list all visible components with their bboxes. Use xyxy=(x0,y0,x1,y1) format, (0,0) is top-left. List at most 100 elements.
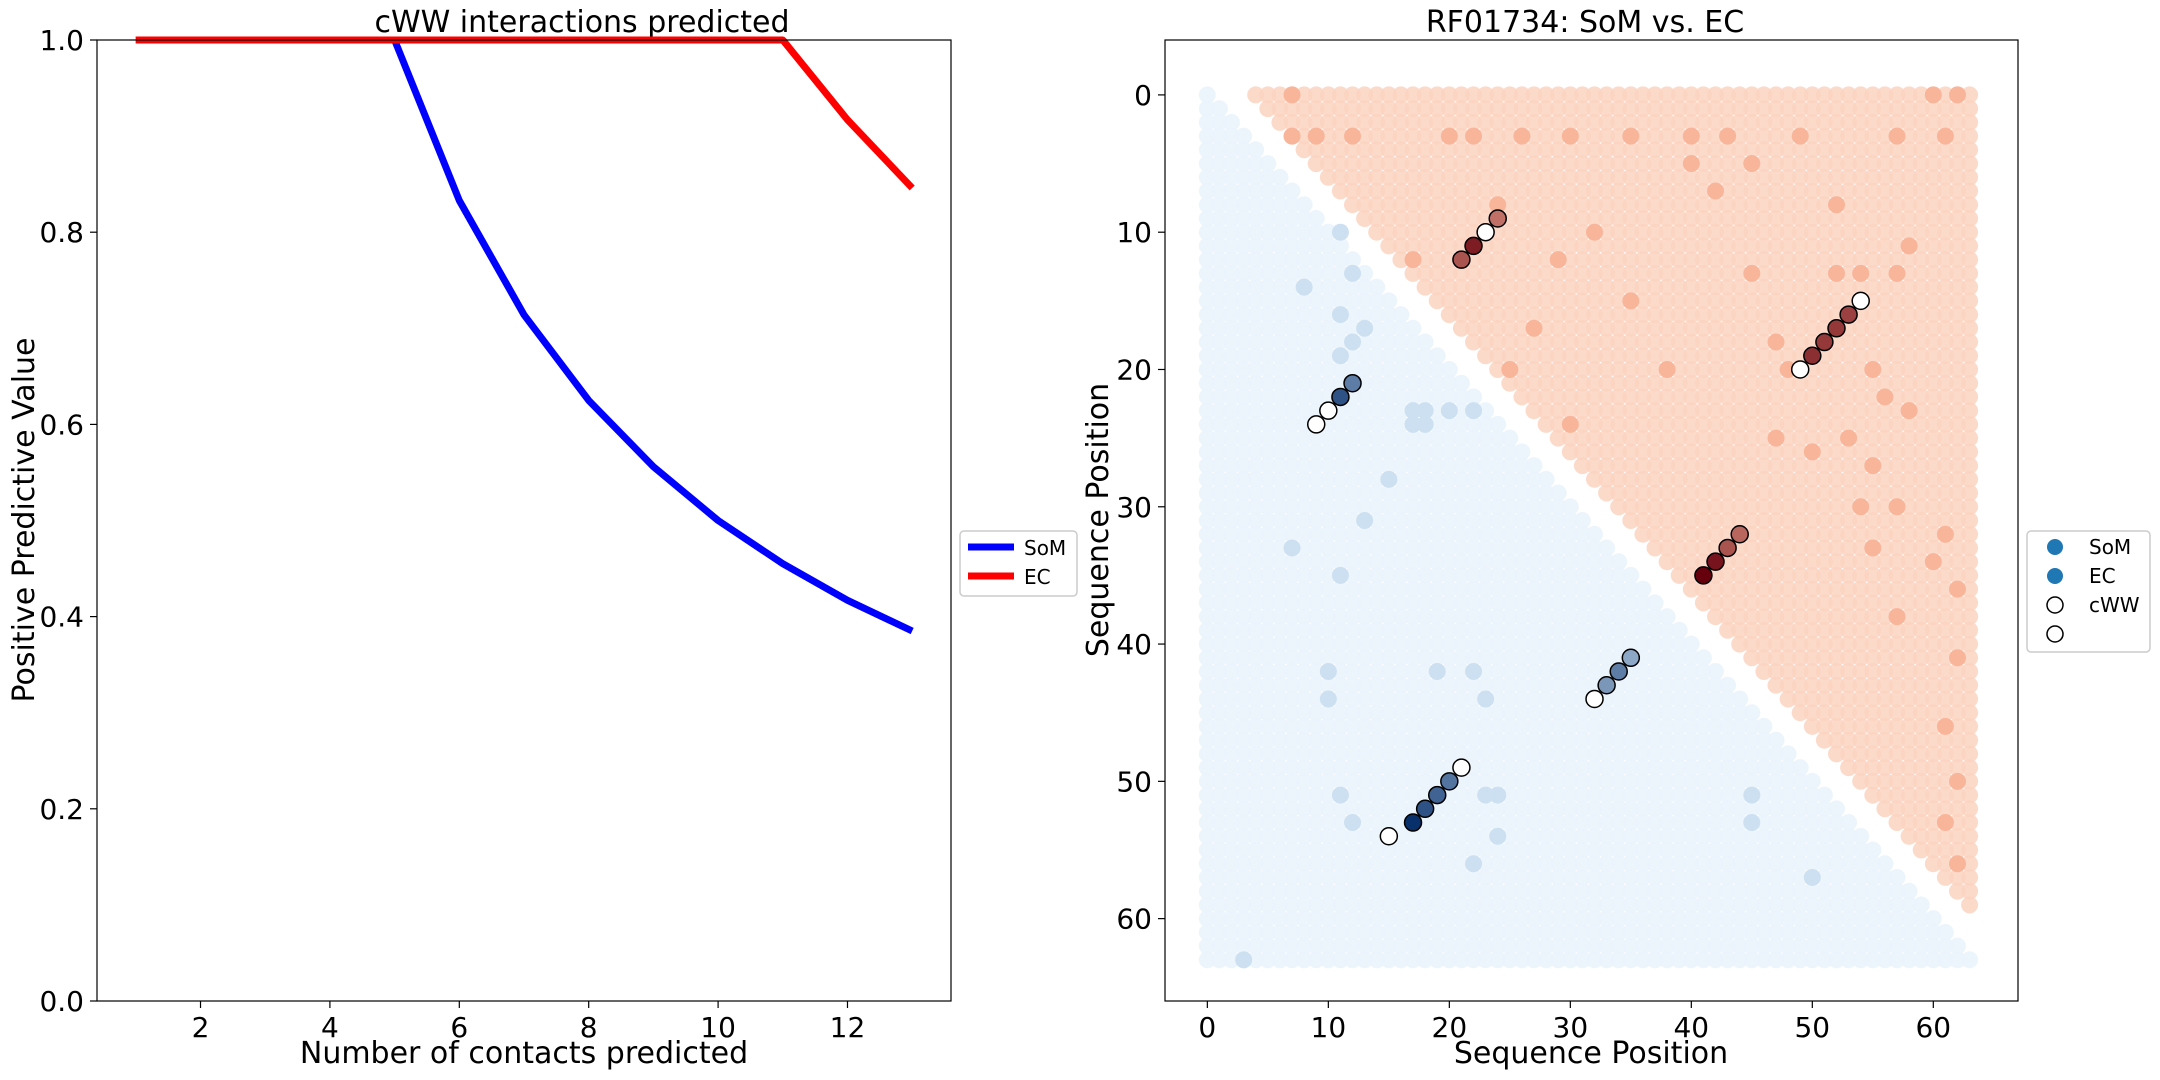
som-background-cell xyxy=(1283,388,1301,406)
ec-background-cell xyxy=(1694,100,1712,118)
som-background-cell xyxy=(1380,361,1398,378)
ec-background-cell xyxy=(1610,484,1628,502)
ec-background-cell xyxy=(1719,374,1737,392)
ec-background-cell xyxy=(1537,127,1555,145)
som-background-cell xyxy=(1404,525,1422,543)
ec-background-cell xyxy=(1682,86,1700,104)
ec-background-cell xyxy=(1561,292,1579,310)
ec-background-cell xyxy=(1319,155,1337,173)
ec-background-cell xyxy=(1658,443,1676,461)
som-background-cell xyxy=(1537,470,1555,488)
ec-background-cell xyxy=(1924,319,1942,337)
som-background-cell xyxy=(1356,402,1374,420)
ec-background-cell xyxy=(1864,196,1882,214)
ec-background-hotspot xyxy=(1888,608,1906,626)
cww-point xyxy=(1306,415,1326,434)
ec-background-cell xyxy=(1767,278,1785,296)
ec-background-cell xyxy=(1368,127,1386,145)
ec-background-cell xyxy=(1356,210,1374,227)
ec-background-cell xyxy=(1815,512,1833,529)
ec-background-cell xyxy=(1815,374,1833,392)
ec-background-cell xyxy=(1888,388,1906,406)
ec-background-cell xyxy=(1949,168,1966,186)
ec-background-cell xyxy=(1779,100,1797,118)
left-chart-title: cWW interactions predicted xyxy=(374,5,789,40)
som-background-cell xyxy=(1307,374,1325,392)
ec-background-cell xyxy=(1791,251,1809,269)
som-background-cell xyxy=(1295,333,1313,351)
ec-background-cell xyxy=(1900,306,1918,324)
ec-background-cell xyxy=(1731,457,1749,475)
ec-background-cell xyxy=(1428,237,1446,255)
ec-background-cell xyxy=(1598,402,1616,420)
ec-background-cell xyxy=(1912,512,1930,529)
ec-background-cell xyxy=(1743,196,1761,214)
legend-label-ec: EC xyxy=(2089,564,2116,588)
ec-background-cell xyxy=(1586,155,1603,173)
som-background-cell xyxy=(1331,512,1349,529)
som-background-hotspot xyxy=(1416,415,1434,433)
ec-background-cell xyxy=(1549,333,1567,351)
som-background-cell xyxy=(1344,402,1361,420)
ec-background-cell xyxy=(1392,113,1410,131)
som-background-cell xyxy=(1198,182,1216,200)
som-background-cell xyxy=(1368,278,1386,296)
som-background-cell xyxy=(1416,347,1434,365)
ec-background-cell xyxy=(1755,361,1773,378)
ec-background-cell xyxy=(1707,223,1724,241)
som-background-cell xyxy=(1501,484,1519,502)
som-background-cell xyxy=(1307,457,1325,475)
ec-background-cell xyxy=(1924,402,1942,420)
legend-label-som: SoM xyxy=(2089,535,2131,559)
som-background-cell xyxy=(1259,402,1277,420)
ec-background-cell xyxy=(1537,100,1555,118)
ec-background-cell xyxy=(1707,484,1724,502)
ec-background-cell xyxy=(1259,86,1277,104)
x-tick-label: 6 xyxy=(450,1011,468,1044)
ec-background-cell xyxy=(1876,196,1894,214)
y-tick-label: 0.0 xyxy=(39,985,84,1018)
som-background-cell xyxy=(1549,539,1567,557)
ec-background-cell xyxy=(1452,319,1470,337)
som-background-cell xyxy=(1380,498,1398,516)
ec-background-cell xyxy=(1440,113,1458,131)
ec-background-cell xyxy=(1634,196,1652,214)
ec-background-cell xyxy=(1852,443,1870,461)
ec-background-cell xyxy=(1610,86,1628,104)
ec-background-cell xyxy=(1707,361,1724,378)
ec-background-cell xyxy=(1731,182,1749,200)
som-background-cell xyxy=(1573,525,1591,543)
som-background-cell xyxy=(1404,388,1422,406)
ec-background-cell xyxy=(1707,498,1724,516)
ec-background-cell xyxy=(1525,141,1543,159)
ec-background-cell xyxy=(1392,127,1410,145)
ec-background-cell xyxy=(1610,443,1628,461)
ec-background-cell xyxy=(1525,113,1543,131)
som-background-cell xyxy=(1428,457,1446,475)
ec-background-cell xyxy=(1380,113,1398,131)
ec-background-cell xyxy=(1392,196,1410,214)
ec-background-cell xyxy=(1949,333,1966,351)
som-background-cell xyxy=(1331,251,1349,269)
som-background-cell xyxy=(1223,127,1240,145)
som-background-cell xyxy=(1235,306,1253,324)
ec-background-cell xyxy=(1634,525,1652,543)
ec-background-cell xyxy=(1452,292,1470,310)
ec-background-cell xyxy=(1694,278,1712,296)
ec-background-cell xyxy=(1694,86,1712,104)
ec-background-cell xyxy=(1840,333,1858,351)
ec-background-cell xyxy=(1283,100,1301,118)
som-background-cell xyxy=(1513,457,1531,475)
ec-background-cell xyxy=(1828,168,1845,186)
ec-background-cell xyxy=(1573,210,1591,227)
ec-background-cell xyxy=(1949,443,1966,461)
som-background-hotspot xyxy=(1489,827,1507,845)
ec-background-cell xyxy=(1646,278,1664,296)
ec-background-cell xyxy=(1380,86,1398,104)
ec-background-hotspot xyxy=(1561,127,1579,145)
ec-background-cell xyxy=(1864,484,1882,502)
ec-background-cell xyxy=(1852,484,1870,502)
ec-background-cell xyxy=(1501,100,1519,118)
ec-background-cell xyxy=(1513,292,1531,310)
ec-background-cell xyxy=(1368,223,1386,241)
